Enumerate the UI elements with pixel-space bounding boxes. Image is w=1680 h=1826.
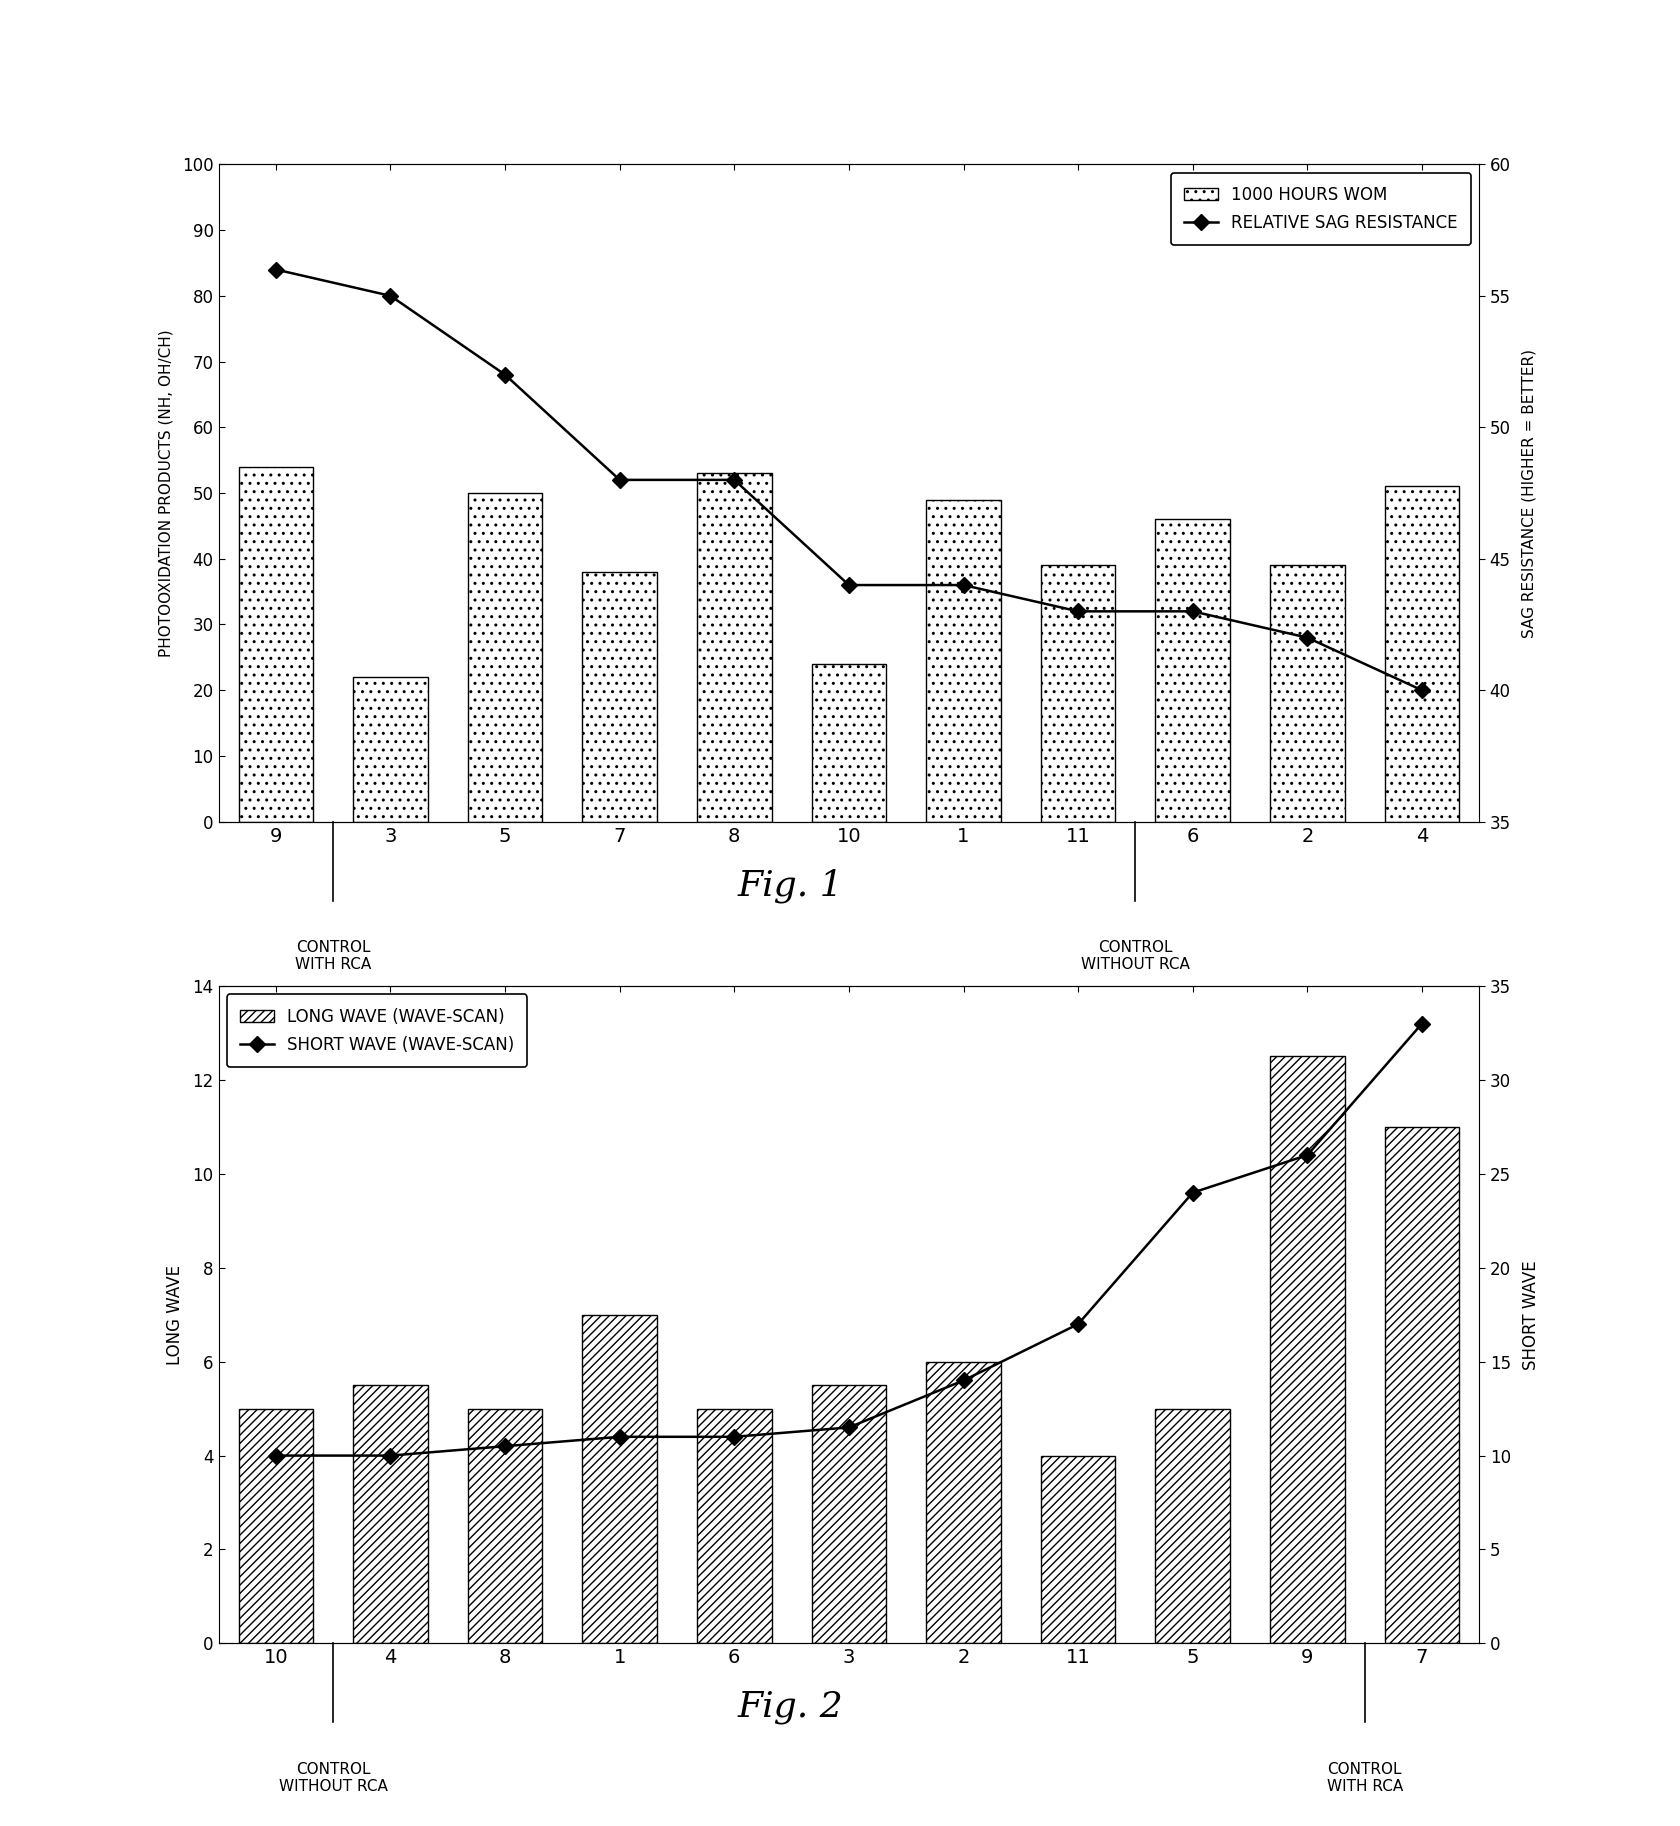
Bar — [1270, 1057, 1344, 1643]
Text: CONTROL
WITH RCA: CONTROL WITH RCA — [1326, 1762, 1401, 1795]
Bar — [1040, 1455, 1116, 1643]
Text: CONTROL
WITHOUT RCA: CONTROL WITHOUT RCA — [1080, 940, 1189, 973]
Bar — [1154, 1408, 1230, 1643]
Bar — [811, 665, 885, 822]
Legend: 1000 HOURS WOM, RELATIVE SAG RESISTANCE: 1000 HOURS WOM, RELATIVE SAG RESISTANCE — [1171, 173, 1470, 245]
Bar — [697, 473, 771, 822]
Y-axis label: SAG RESISTANCE (HIGHER = BETTER): SAG RESISTANCE (HIGHER = BETTER) — [1520, 349, 1536, 637]
Y-axis label: SHORT WAVE: SHORT WAVE — [1520, 1260, 1539, 1370]
Bar — [581, 572, 657, 822]
Bar — [1040, 566, 1116, 822]
Text: Fig. 2: Fig. 2 — [738, 1691, 842, 1724]
Bar — [811, 1386, 885, 1643]
Bar — [1154, 519, 1230, 822]
Bar — [353, 677, 427, 822]
Bar — [239, 1408, 312, 1643]
Text: Fig. 1: Fig. 1 — [738, 869, 842, 902]
Y-axis label: LONG WAVE: LONG WAVE — [166, 1265, 185, 1364]
Legend: LONG WAVE (WAVE-SCAN), SHORT WAVE (WAVE-SCAN): LONG WAVE (WAVE-SCAN), SHORT WAVE (WAVE-… — [227, 995, 528, 1066]
Text: CONTROL
WITH RCA: CONTROL WITH RCA — [296, 940, 371, 973]
Bar — [581, 1315, 657, 1643]
Y-axis label: PHOTOOXIDATION PRODUCTS (NH, OH/CH): PHOTOOXIDATION PRODUCTS (NH, OH/CH) — [158, 329, 173, 657]
Bar — [1384, 486, 1458, 822]
Bar — [926, 500, 1000, 822]
Bar — [926, 1362, 1000, 1643]
Bar — [1384, 1127, 1458, 1643]
Bar — [467, 1408, 543, 1643]
Bar — [239, 467, 312, 822]
Bar — [467, 493, 543, 822]
Text: CONTROL
WITHOUT RCA: CONTROL WITHOUT RCA — [279, 1762, 388, 1795]
Bar — [697, 1408, 771, 1643]
Bar — [1270, 566, 1344, 822]
Bar — [353, 1386, 427, 1643]
